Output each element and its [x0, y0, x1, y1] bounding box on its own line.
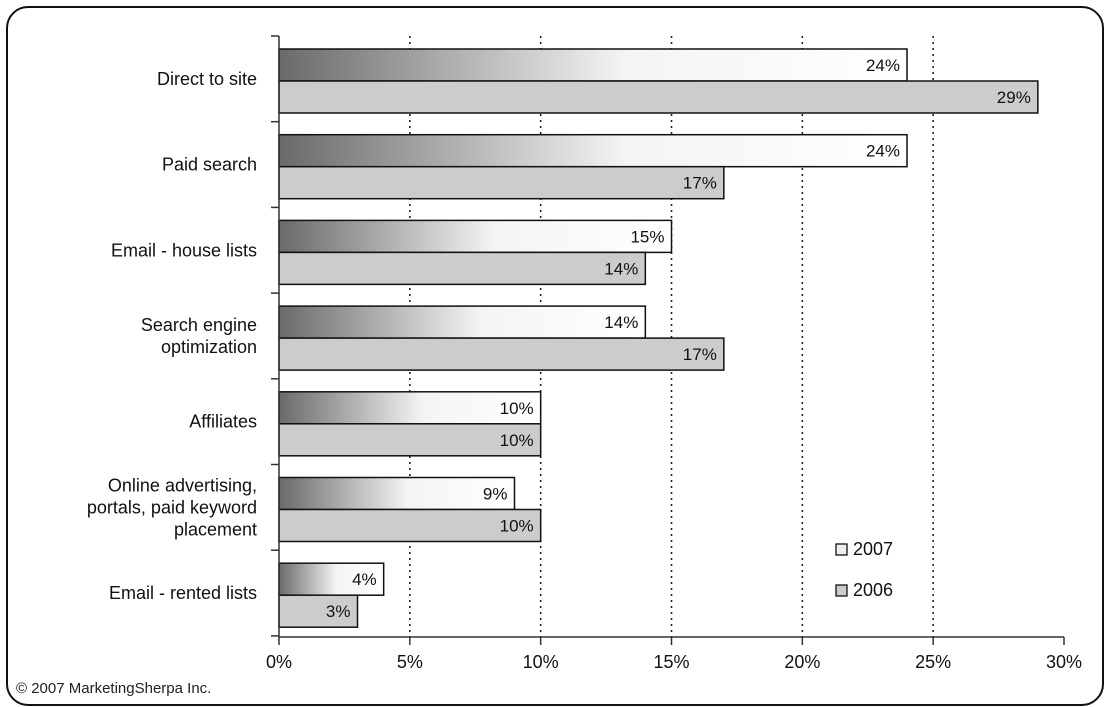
bar-value-label: 3%: [326, 602, 351, 621]
bar-2007: [278, 219, 673, 254]
legend-label-2007: 2007: [853, 539, 893, 559]
bar-value-label: 17%: [683, 174, 717, 193]
x-tick-labels: 0% 5% 10% 15% 20% 25% 30%: [266, 652, 1082, 672]
axes: [271, 35, 1065, 645]
category-label: Email - rented lists: [109, 583, 257, 603]
bar-value-label: 29%: [997, 88, 1031, 107]
bar-value-label: 4%: [352, 570, 377, 589]
chart-frame: [6, 6, 1104, 706]
category-label: Email - house lists: [111, 240, 257, 260]
legend: 2007 2006: [835, 539, 893, 600]
bar-value-label: 15%: [630, 227, 664, 246]
legend-swatch-2007: [835, 543, 848, 556]
bar-2007: [278, 476, 516, 511]
category-label: Paid search: [162, 155, 257, 175]
bar-value-label: 17%: [683, 345, 717, 364]
x-tick-label: 0%: [266, 652, 292, 672]
legend-label-2006: 2006: [853, 580, 893, 600]
bars: 24% 29% 24% 17% 15% 14% 14% 17% 10% 10% 9% 10% 4%3%: [278, 48, 1039, 628]
bar-value-label: 24%: [866, 56, 900, 75]
bar-value-label: 14%: [604, 313, 638, 332]
category-label: Affiliates: [189, 412, 257, 432]
bar-value-label: 10%: [500, 517, 534, 536]
x-tick-label: 10%: [523, 652, 559, 672]
legend-swatch-2006: [835, 584, 848, 597]
category-label: Online advertising,: [108, 475, 257, 495]
bar-2007: [278, 305, 647, 339]
category-label: optimization: [161, 337, 257, 357]
category-label: portals, paid keyword: [87, 497, 257, 517]
x-tick-label: 25%: [915, 652, 951, 672]
bar-2006: [278, 594, 359, 628]
bar-value-label: 24%: [866, 142, 900, 161]
category-labels: Direct to site Paid search Email - house l…: [87, 69, 257, 603]
bar-2007: [278, 48, 908, 82]
bar-2006: [278, 251, 647, 286]
copyright-text: © 2007 MarketingSherpa Inc.: [16, 680, 212, 697]
bar-2006: [278, 423, 542, 457]
bar-2006: [278, 337, 725, 371]
category-label: Search engine: [141, 315, 257, 335]
bar-2007: [278, 391, 542, 425]
bar-value-label: 10%: [500, 399, 534, 418]
bar-value-label: 10%: [500, 431, 534, 450]
bar-2006: [278, 80, 1039, 114]
x-tick-label: 15%: [653, 652, 689, 672]
x-tick-label: 5%: [397, 652, 423, 672]
bar-value-label: 14%: [604, 259, 638, 278]
bar-2007: [278, 133, 908, 168]
bar-value-label: 9%: [483, 485, 508, 504]
bar-2006: [278, 508, 542, 543]
bar-2006: [278, 165, 725, 200]
category-label: placement: [174, 519, 257, 539]
x-tick-label: 30%: [1046, 652, 1082, 672]
category-label: Direct to site: [157, 69, 257, 89]
x-tick-label: 20%: [784, 652, 820, 672]
